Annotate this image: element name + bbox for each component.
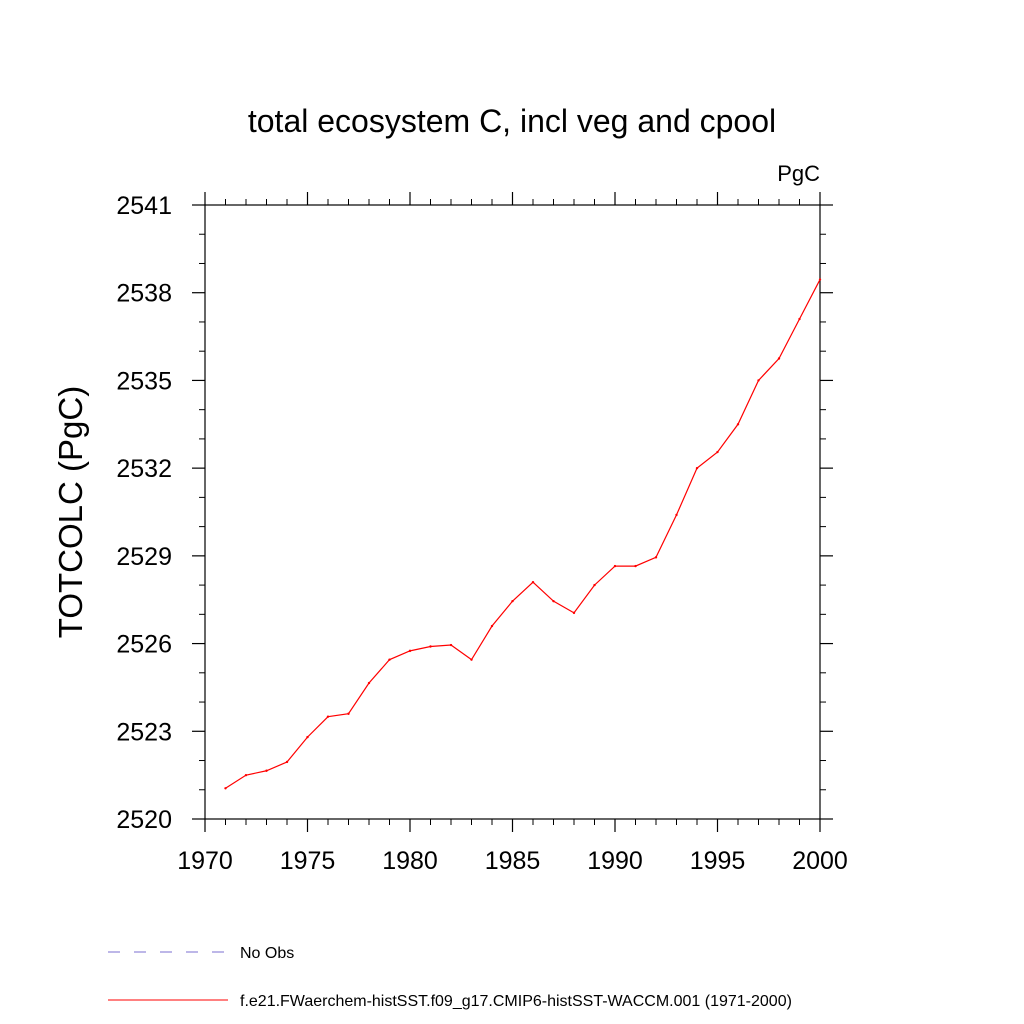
data-point [285, 760, 289, 764]
data-point [470, 658, 473, 661]
data-point [244, 773, 248, 777]
data-point [675, 513, 678, 517]
data-point [306, 735, 309, 739]
y-tick-label: 2529 [116, 543, 172, 571]
data-point [490, 624, 494, 628]
y-axis-label: TOTCOLC (PgC) [52, 386, 89, 638]
data-point [818, 278, 822, 281]
data-point [572, 611, 576, 615]
series-line-1 [225, 279, 821, 789]
data-point [326, 715, 330, 718]
x-tick-label: 1970 [177, 847, 233, 875]
data-point [798, 317, 801, 321]
plot-frame [204, 204, 821, 820]
legend: No Obs f.e21.FWaerchem-histSST.f09_g17.CM… [108, 945, 792, 1010]
data-point [777, 357, 781, 360]
axes-group: 1970 1975 1980 1985 1990 1995 2000 2520 2523 2526… [116, 192, 848, 875]
x-tick-label: 1995 [690, 847, 746, 875]
data-point [429, 645, 432, 648]
data-point [347, 712, 350, 715]
data-point [654, 556, 658, 559]
data-point [224, 787, 227, 790]
data-point [511, 599, 514, 603]
data-point [736, 423, 740, 426]
series-group [224, 278, 822, 790]
x-tick-label: 1985 [485, 847, 541, 875]
data-point [695, 466, 699, 470]
data-point [408, 649, 412, 653]
data-point [367, 681, 371, 685]
chart-title: total ecosystem C, incl veg and cpool [248, 103, 776, 139]
data-point [634, 564, 637, 568]
data-point [265, 769, 268, 772]
data-point [716, 450, 719, 454]
y-tick-label: 2526 [116, 631, 172, 659]
data-point [593, 583, 596, 587]
legend-label-0: No Obs [240, 945, 294, 962]
data-point [757, 379, 760, 382]
y-tick-label: 2538 [116, 280, 172, 308]
y-tick-label: 2535 [116, 367, 172, 395]
data-point [449, 643, 453, 647]
legend-label-1: f.e21.FWaerchem-histSST.f09_g17.CMIP6-hi… [240, 993, 792, 1010]
data-point [388, 658, 391, 661]
x-tick-label: 1975 [280, 847, 336, 875]
x-tick-label: 1980 [382, 847, 438, 875]
y-tick-label: 2520 [116, 806, 172, 834]
y-tick-label: 2541 [116, 192, 172, 220]
y-tick-label: 2532 [116, 455, 172, 483]
x-tick-label: 1990 [587, 847, 643, 875]
data-point [613, 564, 617, 568]
x-tick-label: 2000 [792, 847, 848, 875]
units-label: PgC [777, 161, 820, 186]
y-tick-label: 2523 [116, 718, 172, 746]
data-point [552, 599, 555, 603]
data-point [531, 580, 535, 584]
